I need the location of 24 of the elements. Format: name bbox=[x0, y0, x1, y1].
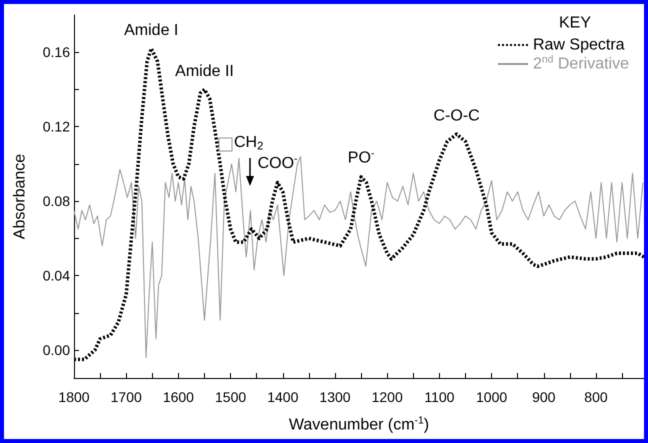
x-tick-label: 1100 bbox=[424, 389, 455, 405]
x-tick-label: 1700 bbox=[110, 389, 142, 405]
y-tick-label: 0.12 bbox=[42, 118, 70, 135]
annotation: Amide II bbox=[175, 62, 234, 80]
annotation: C-O-C bbox=[434, 108, 480, 125]
annotation: COO- bbox=[258, 154, 298, 172]
x-tick-label: 1600 bbox=[162, 389, 194, 405]
y-axis-title: Absorbance bbox=[12, 154, 28, 240]
annotation: PO- bbox=[348, 148, 374, 166]
y-tick-label: 0.00 bbox=[42, 342, 70, 358]
legend-label: Raw Spectra bbox=[532, 36, 625, 54]
x-tick-label: 1300 bbox=[319, 389, 351, 405]
x-tick-label: 1500 bbox=[215, 389, 246, 405]
y-tick-label: 0.04 bbox=[42, 268, 70, 284]
legend-title: KEY bbox=[558, 14, 592, 32]
y-tick-label: 0.16 bbox=[42, 44, 70, 60]
x-tick-label: 800 bbox=[584, 389, 608, 405]
x-tick-label: 1800 bbox=[58, 389, 90, 405]
x-tick-label: 900 bbox=[532, 389, 556, 405]
annotation: Amide I bbox=[124, 22, 178, 40]
x-tick-label: 1200 bbox=[372, 389, 403, 405]
x-tick-label: 1000 bbox=[476, 389, 508, 405]
x-tick-label: 1400 bbox=[267, 389, 299, 405]
y-tick-label: 0.08 bbox=[42, 193, 70, 210]
